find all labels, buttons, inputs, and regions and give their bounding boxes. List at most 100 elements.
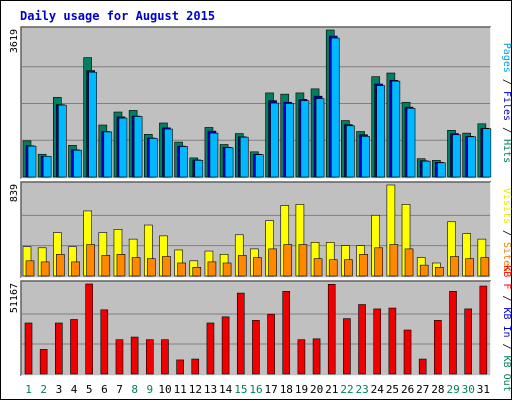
- bar-pages-day-20: [315, 98, 325, 178]
- bar-pages-day-12: [194, 160, 204, 178]
- bar-pages-day-16: [255, 154, 264, 178]
- bar-kb-f-day-27: [418, 358, 427, 375]
- bar-sites-day-21: [328, 259, 338, 277]
- day-label: 17: [265, 383, 278, 396]
- bar-pages-day-6: [103, 131, 113, 178]
- series-pages: [27, 37, 492, 178]
- panel-1-bars: [22, 29, 492, 178]
- bar-kb-f-day-8: [130, 336, 139, 375]
- bar-kb-f-day-29: [449, 291, 457, 375]
- day-label: 19: [295, 383, 308, 396]
- bar-sites-day-9: [146, 258, 156, 277]
- panel-3-legend-part: KB F: [501, 265, 512, 289]
- bar-pages-day-2: [42, 155, 52, 178]
- bar-sites-day-7: [116, 254, 126, 277]
- panel-3-bars: [24, 283, 488, 375]
- bar-sites-day-13: [207, 261, 217, 277]
- panel-2-legend-part: Visits: [501, 188, 512, 224]
- day-label: 26: [401, 383, 414, 396]
- bar-sites-day-1: [25, 260, 35, 277]
- panel-2-bars: [22, 184, 490, 277]
- bar-sites-day-10: [162, 256, 171, 277]
- bar-kb-f-day-18: [282, 291, 291, 375]
- bar-pages-day-3: [58, 104, 67, 178]
- panel-1-background-shadow-edge: [20, 26, 491, 179]
- day-label: 25: [386, 383, 399, 396]
- bar-sites-day-4: [71, 261, 80, 277]
- bar-pages-day-30: [467, 136, 476, 178]
- bar-sites-day-26: [404, 248, 414, 277]
- panel-3-background-shadow-edge: [20, 280, 491, 376]
- bar-kb-f-day-24: [373, 308, 382, 375]
- bar-pages-day-29: [452, 134, 461, 178]
- panel-3-legend-part: /: [501, 338, 512, 356]
- bar-kb-f-day-9: [145, 339, 154, 375]
- day-label: 5: [86, 383, 93, 396]
- panel-2-background-light-edge: [21, 182, 492, 279]
- bar-sites-day-5: [86, 244, 95, 277]
- bar-pages-day-21: [330, 37, 340, 178]
- bar-kb-f-day-28: [434, 320, 442, 375]
- day-label: 11: [174, 383, 187, 396]
- panel-1-legend-part: /: [501, 121, 512, 139]
- panel-3-legend-part: KB In: [501, 307, 512, 337]
- bar-sites-day-30: [465, 258, 474, 277]
- panel-3-ymax-label: 51167: [9, 283, 20, 313]
- panel-1: 3619 Pages / Files / Hits: [9, 26, 512, 180]
- bar-pages-day-7: [118, 117, 128, 178]
- bar-pages-day-4: [73, 149, 82, 178]
- day-label: 18: [280, 383, 293, 396]
- bar-pages-day-23: [361, 136, 370, 178]
- day-label: 24: [371, 383, 385, 396]
- day-axis-labels: 1 2 3 4 5 6 7 8 9 10 11 12 13 14 15 16 17 18 19 20 21 22 23 24 2…: [25, 383, 490, 396]
- bar-kb-f-day-2: [39, 349, 48, 375]
- bar-sites-day-15: [237, 255, 247, 277]
- panel-1-legend-part: /: [501, 73, 512, 91]
- bar-kb-f-day-4: [70, 319, 78, 375]
- bar-pages-day-8: [133, 116, 143, 178]
- day-label: 1: [25, 383, 32, 396]
- day-label: 28: [431, 383, 444, 396]
- bar-sites-day-14: [222, 262, 232, 277]
- day-label: 14: [219, 383, 233, 396]
- bar-pages-day-10: [164, 128, 173, 178]
- panel-3-legend: KB F / KB In / KB Out: [501, 265, 512, 391]
- bar-sites-day-11: [177, 262, 186, 277]
- panel-3-legend-part: KB Out: [501, 356, 512, 392]
- bar-sites-day-23: [359, 254, 368, 277]
- series-sites: [25, 244, 490, 277]
- day-label: 20: [310, 383, 323, 396]
- chart-panels: 3619 Pages / Files / Hits 839 Visits / Site…: [9, 26, 512, 392]
- day-label: 7: [116, 383, 123, 396]
- bar-sites-day-3: [56, 254, 65, 277]
- panel-2: 839 Visits / Sites: [9, 181, 512, 279]
- bar-pages-day-31: [482, 128, 492, 178]
- day-label: 16: [249, 383, 262, 396]
- bar-sites-day-6: [101, 255, 111, 277]
- day-label: 15: [234, 383, 247, 396]
- bar-sites-day-8: [131, 257, 141, 277]
- bar-kb-f-day-12: [191, 358, 200, 375]
- panel-3: 51167 KB F / KB In / KB Out: [9, 265, 512, 391]
- bar-kb-f-day-14: [221, 316, 230, 375]
- day-label: 9: [147, 383, 154, 396]
- bar-sites-day-22: [344, 259, 353, 277]
- bar-kb-f-day-10: [161, 339, 169, 375]
- bar-kb-f-day-1: [24, 322, 33, 375]
- bar-sites-day-19: [298, 244, 308, 277]
- bar-sites-day-27: [419, 264, 429, 277]
- bar-kb-f-day-13: [206, 322, 215, 375]
- bar-kb-f-day-17: [267, 313, 275, 375]
- bar-sites-day-2: [40, 261, 50, 277]
- series-kb-f: [24, 283, 488, 375]
- bar-pages-day-14: [224, 147, 234, 178]
- bar-sites-day-28: [435, 267, 444, 277]
- day-label: 29: [446, 383, 459, 396]
- panel-1-legend-part: Hits: [501, 139, 512, 163]
- day-label: 21: [325, 383, 338, 396]
- bar-pages-day-19: [300, 100, 310, 178]
- bar-kb-f-day-25: [388, 307, 397, 375]
- bar-pages-day-17: [270, 102, 279, 178]
- bar-pages-day-27: [421, 160, 431, 178]
- panel-1-legend-part: Pages: [501, 43, 512, 73]
